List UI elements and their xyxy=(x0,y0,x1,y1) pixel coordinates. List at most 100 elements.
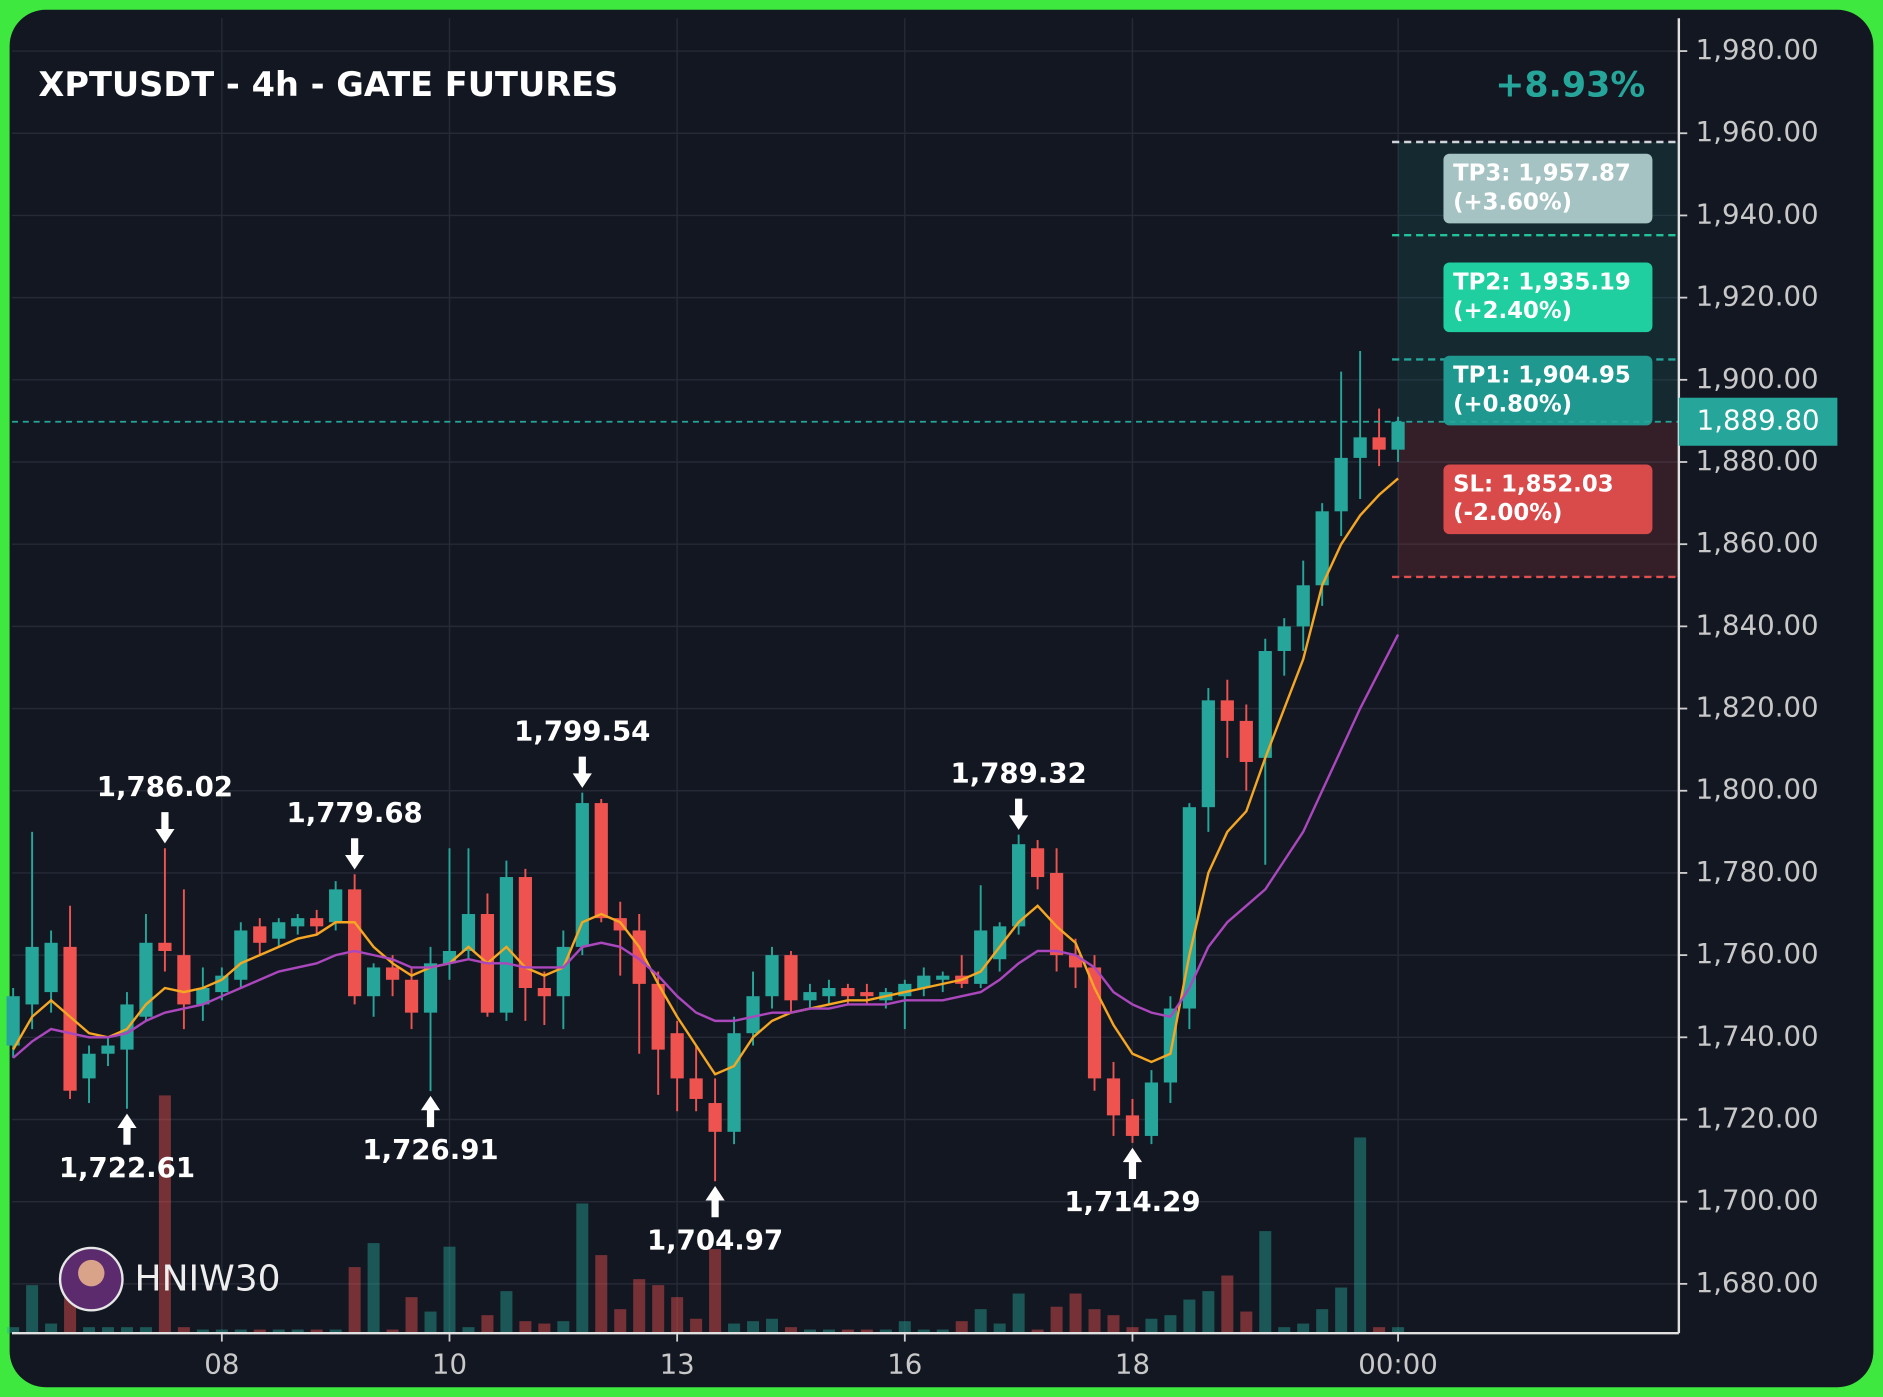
candle-body xyxy=(253,926,267,943)
x-tick-label: 16 xyxy=(887,1348,922,1381)
volume-bar xyxy=(83,1327,96,1334)
level-label: SL: 1,852.03 xyxy=(1453,471,1614,497)
annotation-arrow xyxy=(705,1186,725,1218)
level-note: (+3.60%) xyxy=(1453,190,1572,216)
annotation-label: 1,722.61 xyxy=(59,1151,195,1184)
volume-bar xyxy=(272,1329,285,1334)
candle-body xyxy=(272,922,286,939)
candle-body xyxy=(1087,967,1102,1079)
level-box xyxy=(1443,153,1653,224)
y-tick-label: 1,780.00 xyxy=(1696,855,1819,888)
level-note: (+0.80%) xyxy=(1453,392,1572,418)
volume-bar xyxy=(557,1321,570,1334)
candle-body xyxy=(708,1103,722,1132)
candle-body xyxy=(841,987,855,997)
annotation-arrow xyxy=(420,1095,441,1128)
candle-body xyxy=(765,955,779,997)
volume-bar xyxy=(1278,1327,1291,1334)
candle-body xyxy=(1315,511,1329,586)
volume-bar xyxy=(291,1329,304,1334)
candle-body xyxy=(1106,1078,1121,1116)
candle-body xyxy=(367,967,381,997)
y-tick-label: 1,960.00 xyxy=(1696,115,1819,148)
candle-body xyxy=(423,963,438,1013)
candle-body xyxy=(1012,844,1026,927)
candle-body xyxy=(158,942,172,952)
volume-bar xyxy=(1259,1231,1272,1334)
volume-bar xyxy=(443,1246,456,1334)
volume-bar xyxy=(595,1255,608,1334)
volume-bar xyxy=(1050,1306,1063,1334)
level-note: (+2.40%) xyxy=(1453,298,1572,324)
volume-bar xyxy=(1164,1315,1177,1334)
y-tick-label: 1,800.00 xyxy=(1696,773,1819,806)
volume-bar xyxy=(1392,1327,1405,1334)
annotation-arrow xyxy=(155,812,175,844)
volume-bar xyxy=(253,1329,266,1334)
candle-body xyxy=(385,967,400,980)
candle-body xyxy=(727,1033,741,1132)
volume-bar xyxy=(576,1203,589,1334)
candle-body xyxy=(1031,848,1045,878)
annotation-arrow xyxy=(1009,798,1029,830)
volume-bar xyxy=(1221,1275,1234,1334)
volume-bar xyxy=(784,1327,797,1334)
candle-body xyxy=(1334,457,1348,512)
volume-bar xyxy=(803,1329,816,1334)
x-tick-label: 08 xyxy=(204,1348,239,1381)
volume-bar xyxy=(1354,1137,1367,1334)
volume-bar xyxy=(690,1318,703,1334)
volume-bar xyxy=(1012,1293,1025,1334)
volume-bar xyxy=(196,1329,209,1334)
volume-bar xyxy=(955,1321,968,1334)
volume-bar xyxy=(367,1243,380,1334)
candle-body xyxy=(139,942,153,1017)
volume-bar xyxy=(45,1323,58,1334)
chart-title: XPTUSDT - 4h - GATE FUTURES xyxy=(38,65,618,104)
y-tick-label: 1,700.00 xyxy=(1696,1184,1819,1217)
y-tick-label: 1,880.00 xyxy=(1696,444,1819,477)
volume-bar xyxy=(1088,1309,1101,1334)
candle-body xyxy=(670,1033,684,1079)
volume-bar xyxy=(709,1249,722,1334)
volume-bar xyxy=(424,1311,437,1334)
volume-bar xyxy=(1240,1311,1253,1334)
volume-bar xyxy=(7,1327,20,1334)
annotation-arrow xyxy=(572,756,592,788)
volume-bar xyxy=(917,1329,930,1334)
y-tick-label: 1,680.00 xyxy=(1696,1266,1819,1299)
y-tick-label: 1,760.00 xyxy=(1696,937,1819,970)
x-tick-label: 00:00 xyxy=(1358,1348,1438,1381)
volume-bar xyxy=(310,1329,323,1334)
candle-body xyxy=(1201,700,1215,808)
level-note: (-2.00%) xyxy=(1453,500,1562,526)
candle-body xyxy=(44,942,58,993)
candle-body xyxy=(1391,421,1405,450)
candle-body xyxy=(1182,807,1196,1009)
level-box xyxy=(1443,464,1653,535)
volume-bar xyxy=(519,1321,532,1334)
volume-bar xyxy=(215,1329,228,1334)
candle-body xyxy=(196,987,210,1005)
annotation-label: 1,704.97 xyxy=(647,1223,783,1256)
volume-bar xyxy=(500,1291,513,1334)
candle-body xyxy=(63,946,77,1091)
y-tick-label: 1,860.00 xyxy=(1696,526,1819,559)
annotation-label: 1,789.32 xyxy=(951,757,1087,790)
candle-body xyxy=(1220,700,1234,721)
candle-body xyxy=(82,1053,96,1079)
candle-body xyxy=(1277,626,1291,652)
x-tick-label: 13 xyxy=(660,1348,695,1381)
volume-bar xyxy=(993,1323,1006,1334)
volume-bar xyxy=(841,1329,854,1334)
y-tick-label: 1,980.00 xyxy=(1696,33,1819,66)
volume-bar xyxy=(1069,1293,1082,1334)
volume-bar xyxy=(1297,1323,1310,1334)
volume-bar xyxy=(177,1327,190,1334)
candle-body xyxy=(120,1004,134,1050)
candle-body xyxy=(936,975,950,980)
volume-bar xyxy=(1031,1329,1044,1334)
candle-body xyxy=(461,914,476,952)
y-tick-label: 1,920.00 xyxy=(1696,280,1819,313)
